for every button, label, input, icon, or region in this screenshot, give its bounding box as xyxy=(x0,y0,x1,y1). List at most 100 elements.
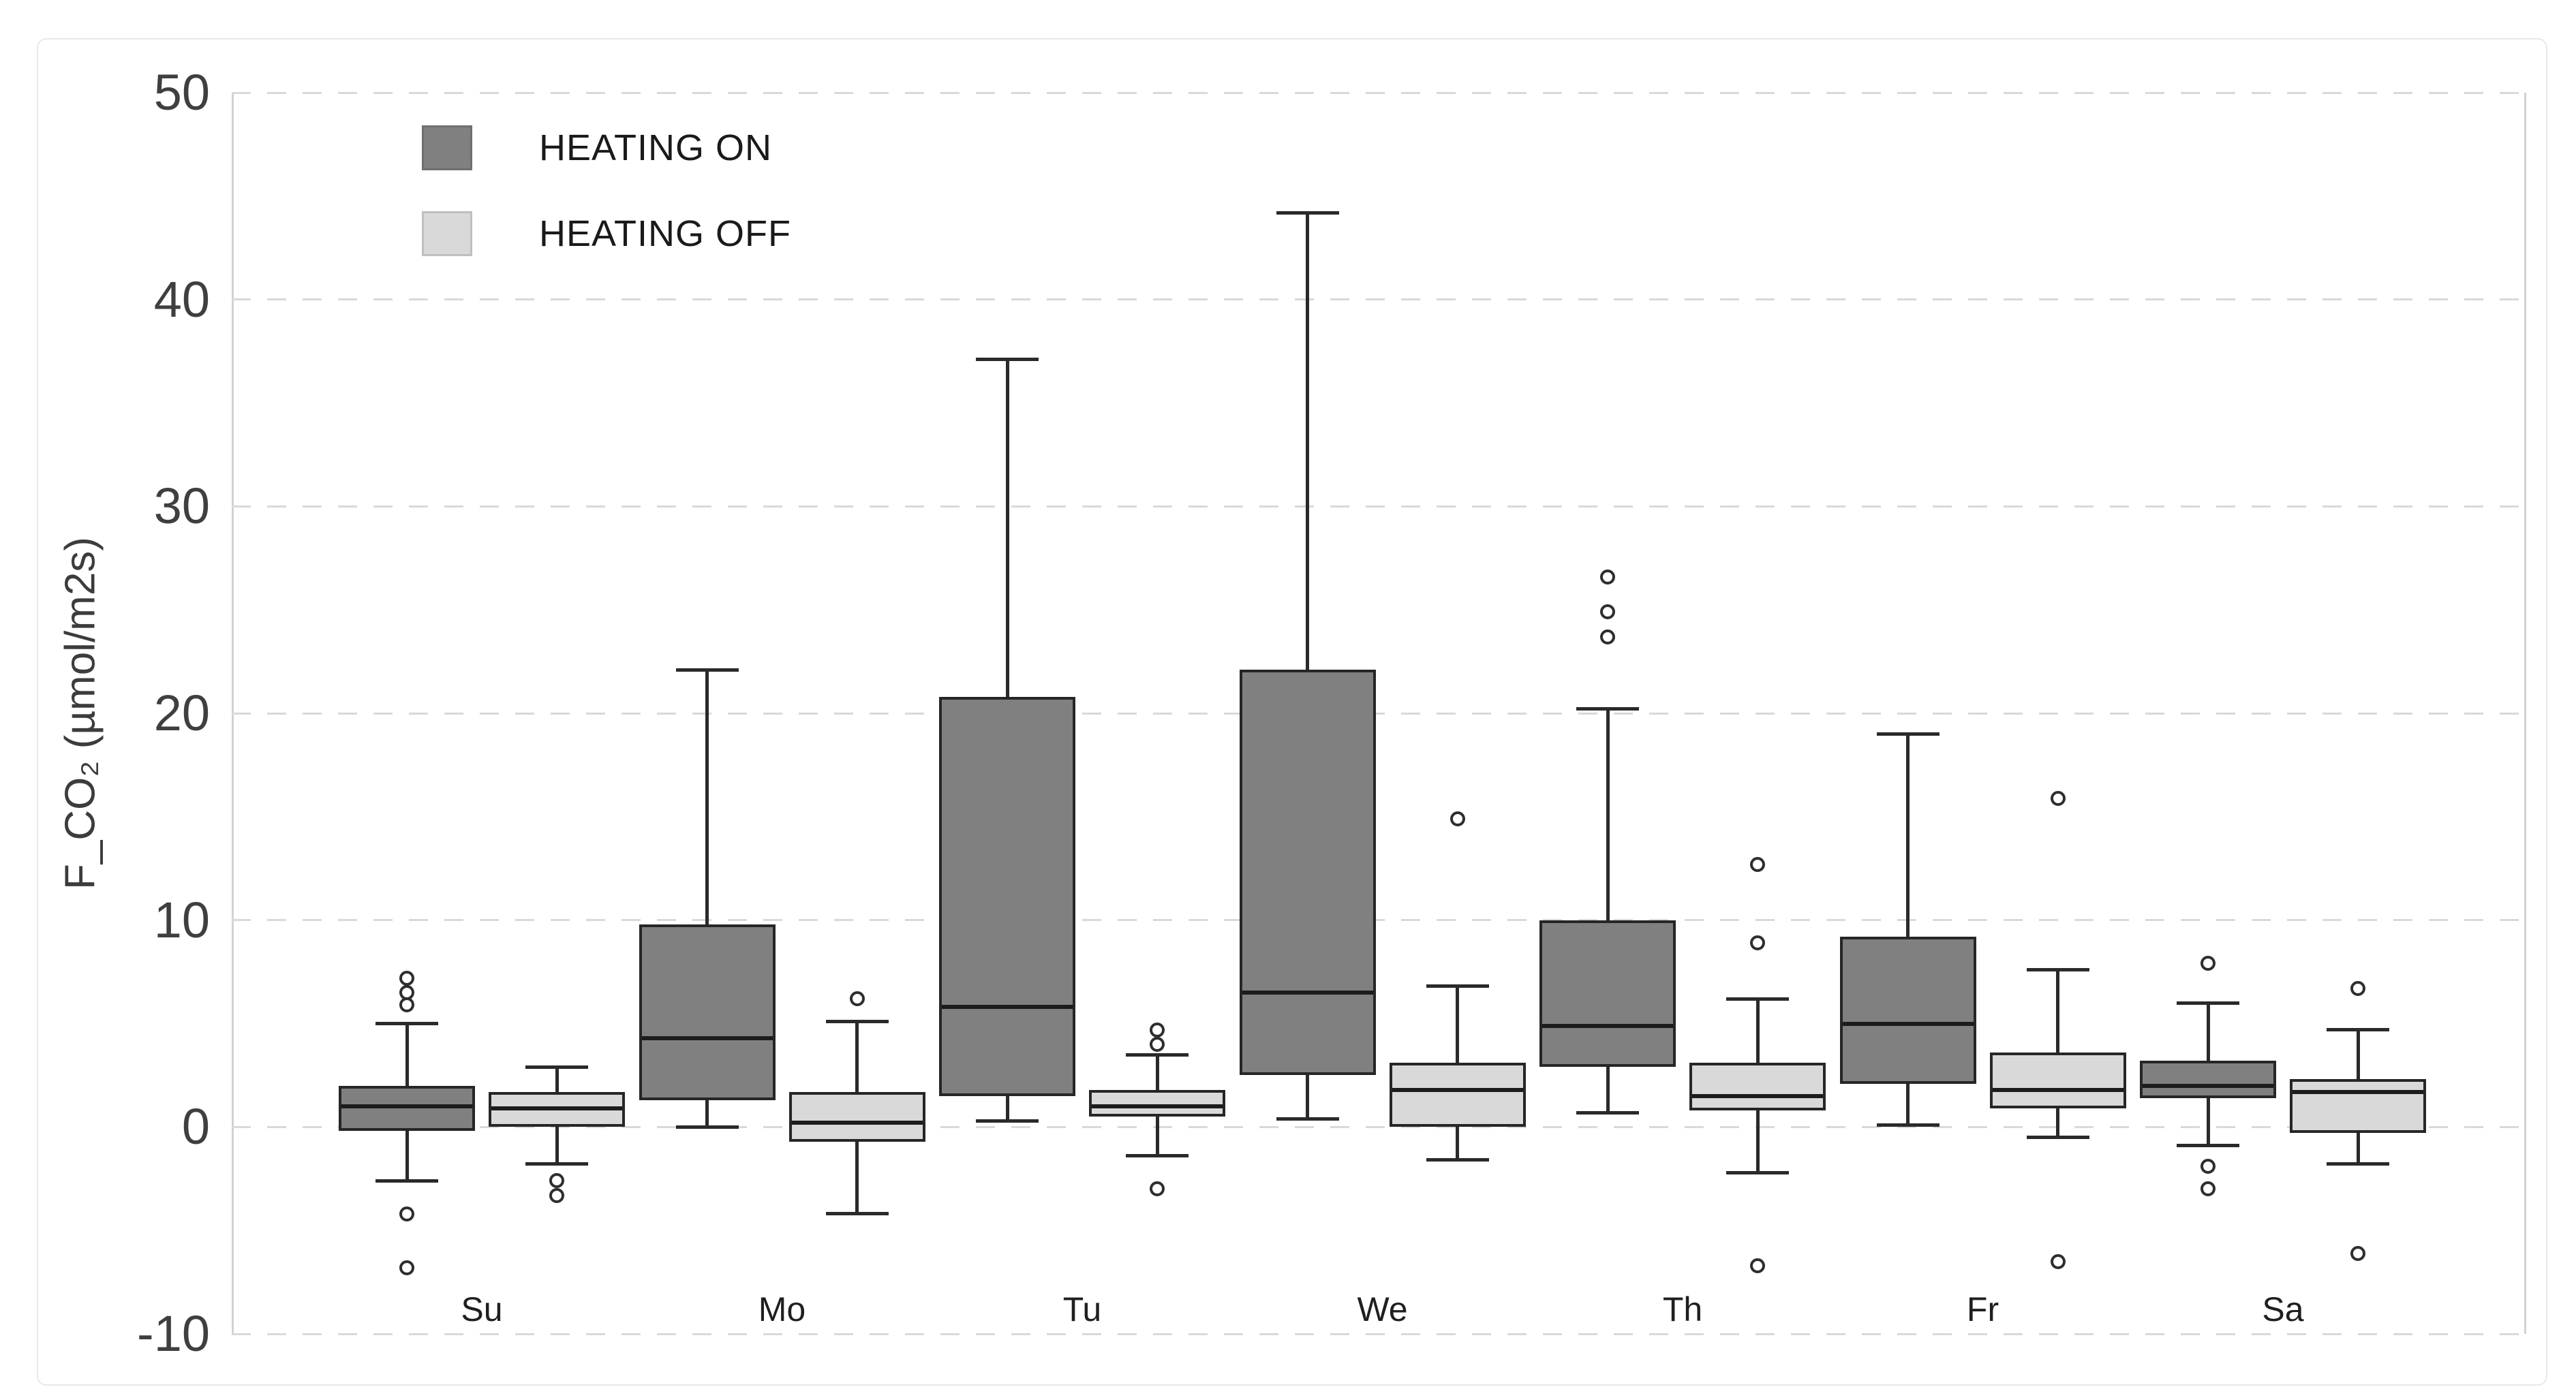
heating-off-swatch-icon xyxy=(422,211,472,256)
median-mo-heating-on xyxy=(641,1035,773,1040)
box-sa-heating-off xyxy=(2290,1079,2426,1134)
whisker-cap-low-su-heating-on xyxy=(375,1179,438,1183)
whisker-cap-low-th-heating-on xyxy=(1576,1110,1639,1115)
box-tu-heating-off xyxy=(1089,1089,1225,1117)
y-tick-label-0: 0 xyxy=(181,1098,210,1155)
legend-label-heating-on: HEATING ON xyxy=(539,127,773,168)
whisker-cap-low-we-heating-on xyxy=(1276,1117,1339,1121)
x-category-label-sa: Sa xyxy=(2262,1290,2304,1328)
gridline-y-20 xyxy=(232,712,2524,715)
outlier-th-heating-on-1 xyxy=(1600,604,1615,620)
box-th-heating-off xyxy=(1689,1063,1826,1111)
outlier-we-heating-off-0 xyxy=(1450,811,1465,826)
whisker-cap-high-su-heating-on xyxy=(375,1022,438,1025)
gridline-y-50 xyxy=(232,91,2524,94)
gridline-y--10 xyxy=(232,1333,2524,1335)
whisker-cap-high-fr-heating-on xyxy=(1876,732,1939,736)
whisker-cap-low-fr-heating-off xyxy=(2026,1136,2089,1140)
y-tick-label-20: 20 xyxy=(153,685,210,741)
outlier-tu-heating-off-0 xyxy=(1150,1022,1165,1038)
whisker-we-heating-on xyxy=(1306,213,1309,1119)
whisker-cap-low-tu-heating-off xyxy=(1126,1154,1189,1158)
whisker-cap-high-sa-heating-off xyxy=(2327,1028,2389,1032)
gridline-y-30 xyxy=(232,505,2524,508)
whisker-mo-heating-on xyxy=(705,670,709,1127)
outlier-sa-heating-off-1 xyxy=(2350,1245,2365,1261)
whisker-th-heating-on xyxy=(1606,708,1610,1113)
box-we-heating-on xyxy=(1239,670,1376,1076)
median-sa-heating-off xyxy=(2293,1089,2423,1094)
whisker-fr-heating-on xyxy=(1906,734,1910,1125)
legend-item-heating-off: HEATING OFF xyxy=(422,211,791,256)
whisker-cap-low-tu-heating-on xyxy=(976,1119,1039,1123)
box-th-heating-on xyxy=(1539,920,1676,1067)
x-category-label-tu: Tu xyxy=(1062,1290,1102,1328)
legend-label-heating-off: HEATING OFF xyxy=(539,213,791,254)
outlier-fr-heating-off-1 xyxy=(2050,1253,2066,1269)
median-tu-heating-off xyxy=(1092,1104,1223,1108)
box-we-heating-off xyxy=(1389,1063,1526,1127)
outlier-su-heating-on-0 xyxy=(399,970,414,986)
y-tick-label-30: 30 xyxy=(153,478,210,535)
median-mo-heating-off xyxy=(791,1121,923,1125)
whisker-cap-high-su-heating-off xyxy=(525,1065,588,1069)
x-category-label-th: Th xyxy=(1662,1290,1703,1328)
whisker-cap-high-mo-heating-off xyxy=(825,1019,889,1023)
outlier-tu-heating-off-1 xyxy=(1150,1036,1165,1052)
outlier-th-heating-off-0 xyxy=(1750,856,1765,872)
x-category-label-we: We xyxy=(1357,1290,1408,1328)
whisker-cap-low-th-heating-off xyxy=(1726,1170,1789,1174)
outlier-su-heating-on-4 xyxy=(399,1260,414,1275)
whisker-cap-low-mo-heating-on xyxy=(675,1125,739,1129)
x-category-label-fr: Fr xyxy=(1966,1290,1999,1328)
outlier-su-heating-off-0 xyxy=(549,1173,564,1189)
whisker-cap-low-we-heating-off xyxy=(1426,1158,1489,1162)
median-su-heating-on xyxy=(341,1104,472,1108)
x-category-label-mo: Mo xyxy=(758,1290,806,1328)
median-fr-heating-off xyxy=(1992,1087,2123,1092)
whisker-cap-high-th-heating-on xyxy=(1576,707,1639,711)
box-mo-heating-off xyxy=(788,1091,925,1142)
median-we-heating-off xyxy=(1392,1087,1523,1092)
y-tick-label-40: 40 xyxy=(153,270,210,328)
whisker-cap-high-tu-heating-on xyxy=(976,358,1039,362)
median-we-heating-on xyxy=(1242,990,1373,995)
box-su-heating-on xyxy=(339,1085,475,1132)
median-tu-heating-on xyxy=(942,1005,1073,1010)
whisker-cap-low-mo-heating-off xyxy=(825,1212,889,1216)
x-category-label-su: Su xyxy=(461,1290,503,1328)
whisker-cap-high-sa-heating-on xyxy=(2177,1001,2239,1005)
whisker-cap-high-th-heating-off xyxy=(1726,997,1789,1001)
y-axis-right-spine xyxy=(2524,93,2526,1334)
outlier-fr-heating-off-0 xyxy=(2050,790,2066,806)
box-fr-heating-on xyxy=(1839,936,1976,1084)
whisker-cap-high-tu-heating-off xyxy=(1126,1053,1189,1057)
whisker-cap-high-we-heating-off xyxy=(1426,984,1489,988)
outlier-su-heating-off-1 xyxy=(549,1187,564,1203)
outlier-sa-heating-off-0 xyxy=(2350,980,2365,996)
box-sa-heating-on xyxy=(2140,1061,2276,1098)
plot-area xyxy=(232,93,2526,1334)
median-fr-heating-on xyxy=(1842,1021,1974,1026)
median-th-heating-off xyxy=(1692,1093,1823,1098)
outlier-th-heating-on-0 xyxy=(1600,569,1615,585)
outlier-su-heating-on-3 xyxy=(399,1206,414,1221)
outlier-sa-heating-on-0 xyxy=(2201,956,2215,971)
whisker-cap-low-sa-heating-off xyxy=(2327,1162,2389,1166)
y-tick-label-10: 10 xyxy=(153,891,210,948)
gridline-y-10 xyxy=(232,919,2524,922)
box-mo-heating-on xyxy=(639,924,776,1100)
outlier-th-heating-on-2 xyxy=(1600,629,1615,644)
outlier-th-heating-off-2 xyxy=(1750,1258,1765,1273)
gridline-y-40 xyxy=(232,298,2524,301)
whisker-cap-low-fr-heating-on xyxy=(1876,1123,1939,1127)
whisker-cap-low-sa-heating-on xyxy=(2177,1144,2239,1148)
legend-item-heating-on: HEATING ON xyxy=(422,125,772,170)
y-tick-label--10: -10 xyxy=(137,1305,210,1362)
outlier-mo-heating-off-0 xyxy=(849,991,865,1007)
outlier-tu-heating-off-2 xyxy=(1150,1181,1165,1197)
whisker-cap-high-fr-heating-off xyxy=(2026,968,2089,972)
heating-on-swatch-icon xyxy=(422,125,472,170)
median-su-heating-off xyxy=(491,1106,622,1110)
